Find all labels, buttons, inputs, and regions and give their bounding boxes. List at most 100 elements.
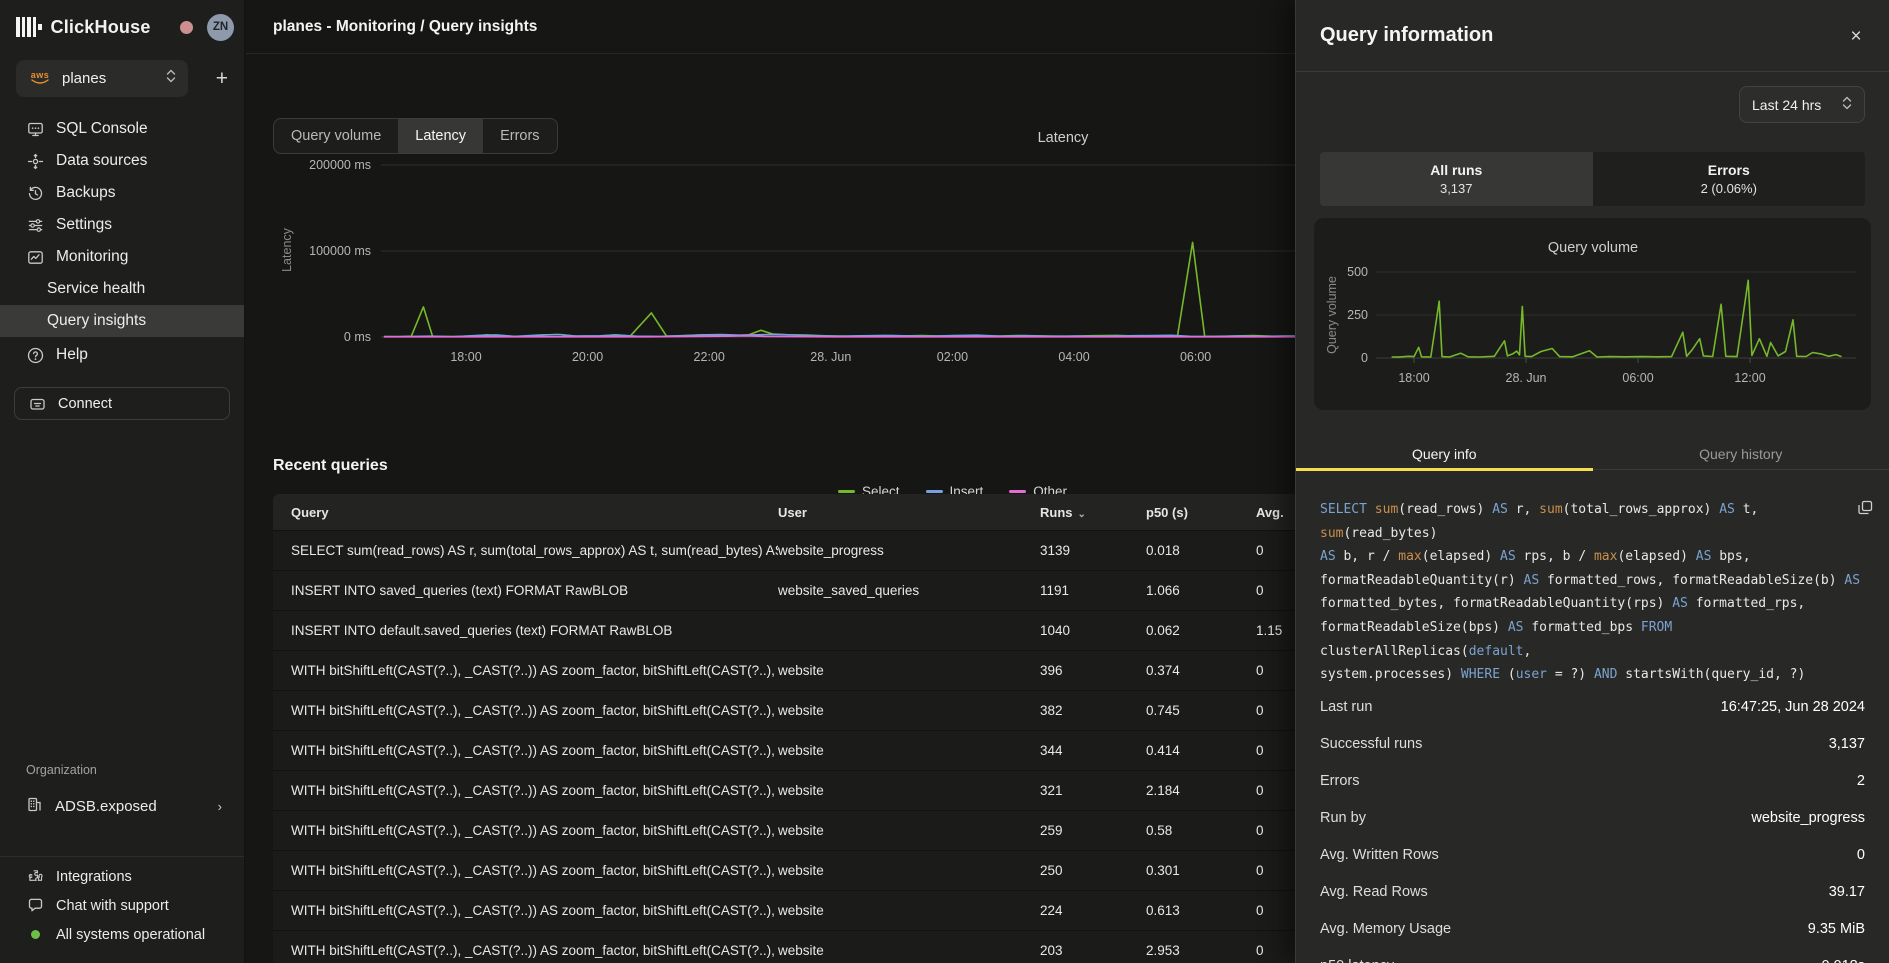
close-icon[interactable]: × — [1850, 26, 1862, 47]
cell-avg: 0 — [1256, 663, 1264, 678]
column-header-runs[interactable]: Runs ⌄ — [1040, 504, 1086, 520]
column-header-p50[interactable]: p50 (s) — [1146, 504, 1188, 520]
cell-query: WITH bitShiftLeft(CAST(?..), _CAST(?..))… — [291, 863, 778, 878]
sql-line: formatReadableSize(bps) AS formatted_bps… — [1320, 619, 1681, 659]
cell-query: INSERT INTO default.saved_queries (text)… — [291, 623, 673, 638]
y-tick-label: 100000 ms — [309, 244, 371, 258]
query-sql[interactable]: SELECT sum(read_rows) AS r, sum(total_ro… — [1320, 498, 1867, 687]
chevron-right-icon: › — [217, 798, 222, 814]
tab-query-history[interactable]: Query history — [1699, 445, 1783, 462]
runs-errors-segments: All runs 3,137 Errors 2 (0.06%) — [1320, 152, 1865, 206]
sql-line: formatted_bytes, formatReadableQuantity(… — [1320, 596, 1806, 612]
sidebar-item-label: Backups — [56, 184, 116, 201]
sidebar-nav: SQL Console Data sources Backups Settings Mo… — [0, 113, 244, 371]
cell-user: website — [778, 863, 824, 878]
stat-value: website_progress — [1751, 809, 1865, 826]
cell-p50: 0.062 — [1146, 623, 1180, 638]
sidebar-item-settings[interactable]: Settings — [0, 209, 244, 241]
organization-icon — [26, 796, 43, 817]
segment-all-runs[interactable]: All runs 3,137 — [1320, 152, 1593, 206]
sidebar-item-backups[interactable]: Backups — [0, 177, 244, 209]
segment-errors[interactable]: Errors 2 (0.06%) — [1592, 152, 1865, 206]
sidebar-item-service-health[interactable]: Service health — [0, 273, 244, 305]
cell-query: SELECT sum(read_rows) AS r, sum(total_ro… — [291, 543, 778, 558]
table-row[interactable]: WITH bitShiftLeft(CAST(?..), _CAST(?..))… — [273, 690, 1889, 730]
sql-line: AS b, r / max(elapsed) AS rps, b / max(e… — [1320, 549, 1751, 565]
stat-label: Avg. Written Rows — [1320, 846, 1439, 863]
user-avatar[interactable]: ZN — [207, 13, 234, 41]
data-sources-icon — [26, 152, 44, 170]
stat-value: 0 — [1856, 846, 1865, 863]
cell-runs: 259 — [1040, 823, 1063, 838]
cell-avg: 0 — [1256, 783, 1264, 798]
sort-caret-icon: ⌄ — [1077, 508, 1086, 520]
y-tick-label: 250 — [1347, 308, 1368, 322]
footer-item-integrations[interactable]: Integrations — [0, 862, 244, 891]
stat-row-p50-latency: p50 latency 0.018s — [1320, 947, 1865, 963]
sidebar-item-label: Help — [56, 346, 88, 363]
stat-label: Successful runs — [1320, 735, 1423, 752]
x-tick-label: 28. Jun — [810, 350, 851, 364]
organization-section-label: Organization — [26, 763, 97, 777]
cell-query: WITH bitShiftLeft(CAST(?..), _CAST(?..))… — [291, 903, 778, 918]
service-selector[interactable]: aws planes — [16, 60, 188, 97]
cell-avg: 0 — [1256, 863, 1264, 878]
legend-swatch-icon — [1009, 490, 1027, 493]
tab-query-volume[interactable]: Query volume — [291, 128, 382, 144]
sql-line: formatReadableQuantity(r) AS formatted_r… — [1320, 572, 1861, 588]
panel-header: Query information — [1296, 0, 1889, 72]
cell-avg: 1.15 — [1256, 623, 1283, 638]
stat-label: Errors — [1320, 772, 1360, 789]
sidebar-item-label: Monitoring — [56, 248, 129, 265]
column-header-user[interactable]: User — [778, 504, 807, 520]
sidebar-item-query-insights[interactable]: Query insights — [0, 305, 244, 337]
x-tick-label: 12:00 — [1734, 371, 1765, 385]
cell-user: website_progress — [778, 543, 884, 558]
sidebar-item-help[interactable]: Help — [0, 339, 244, 371]
chevron-updown-icon — [166, 69, 176, 88]
add-service-button[interactable]: + — [215, 66, 228, 90]
segment-label: Errors — [1707, 162, 1750, 178]
tab-query-info[interactable]: Query info — [1296, 438, 1593, 471]
time-range-select[interactable]: Last 24 hrs — [1739, 86, 1865, 123]
sidebar-item-data-sources[interactable]: Data sources — [0, 145, 244, 177]
chart-title: Query volume — [1548, 240, 1638, 256]
sidebar-item-sql-console[interactable]: SQL Console — [0, 113, 244, 145]
latency-chart[interactable]: 0 ms 100000 ms 200000 ms 18:00 20:00 22:00 28.… — [246, 100, 1889, 420]
stat-label: Run by — [1320, 809, 1366, 826]
query-volume-chart[interactable]: 0 250 500 18:00 28. Jun 06:00 12:00 Query volum… — [1314, 218, 1872, 410]
connect-button[interactable]: Connect — [14, 387, 230, 420]
stat-value: 16:47:25, Jun 28 2024 — [1720, 698, 1865, 715]
sidebar-divider — [0, 856, 244, 857]
series-insert — [383, 333, 1318, 338]
copy-icon[interactable] — [1858, 500, 1873, 520]
stat-row-avg-memory-usage: Avg. Memory Usage 9.35 MiB — [1320, 910, 1865, 947]
cell-p50: 0.301 — [1146, 863, 1180, 878]
organization-switcher[interactable]: ADSB.exposed › — [14, 790, 236, 822]
tab-latency[interactable]: Latency — [398, 119, 484, 153]
column-header-avg[interactable]: Avg. — [1256, 504, 1284, 520]
cell-avg: 0 — [1256, 943, 1264, 958]
sidebar-item-label: Service health — [47, 280, 146, 297]
cell-user: website — [778, 903, 824, 918]
tab-errors[interactable]: Errors — [500, 128, 540, 144]
sidebar-item-monitoring[interactable]: Monitoring — [0, 241, 244, 273]
footer-item-all-systems-operational[interactable]: All systems operational — [0, 920, 244, 949]
column-header-query[interactable]: Query — [291, 504, 329, 520]
clickhouse-logo-icon — [16, 17, 42, 37]
sql-line: system.processes) WHERE (user = ?) AND s… — [1320, 667, 1806, 683]
cell-p50: 0.613 — [1146, 903, 1180, 918]
cell-avg: 0 — [1256, 703, 1264, 718]
aws-icon: aws — [28, 71, 52, 85]
y-tick-label: 200000 ms — [309, 158, 371, 172]
cell-p50: 0.374 — [1146, 663, 1180, 678]
cell-runs: 382 — [1040, 703, 1063, 718]
cell-query: WITH bitShiftLeft(CAST(?..), _CAST(?..))… — [291, 823, 778, 838]
x-tick-label: 04:00 — [1058, 350, 1089, 364]
segment-value: 2 (0.06%) — [1700, 181, 1757, 196]
service-name: planes — [62, 70, 107, 87]
cell-runs: 224 — [1040, 903, 1063, 918]
cell-user: website_saved_queries — [778, 583, 920, 598]
footer-item-chat-with-support[interactable]: Chat with support — [0, 891, 244, 920]
